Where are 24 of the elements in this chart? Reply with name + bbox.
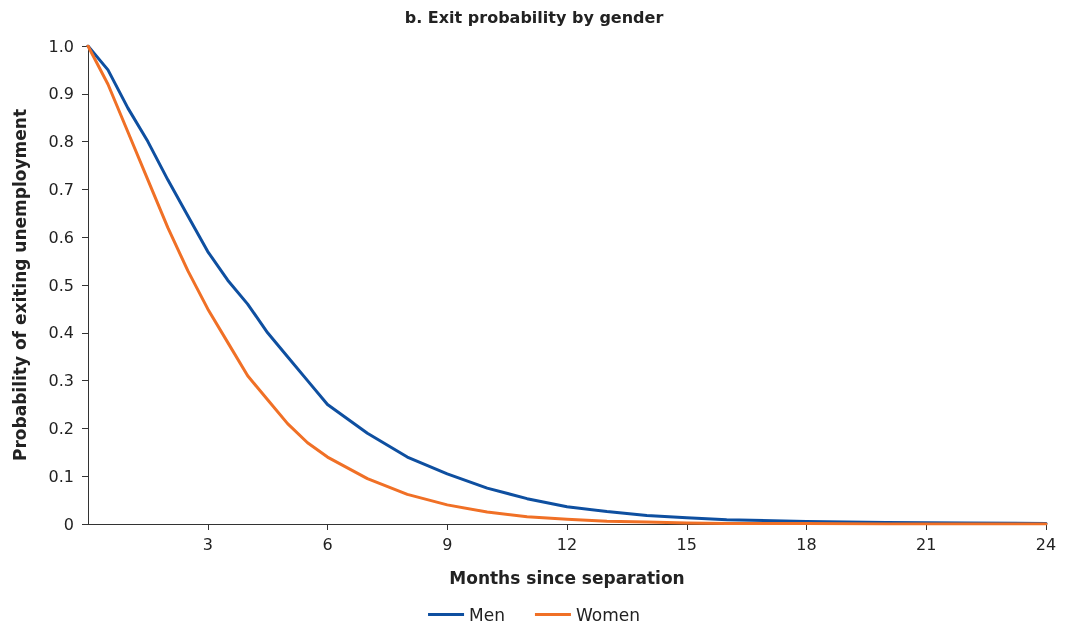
y-tick-label: 0.3 xyxy=(48,371,74,391)
x-tick-label: 21 xyxy=(916,534,937,554)
y-tick-label: 0.8 xyxy=(48,132,74,152)
x-tick-label: 15 xyxy=(676,534,697,554)
y-tick-label: 0.4 xyxy=(48,323,74,343)
x-tick-label: 18 xyxy=(796,534,817,554)
legend-label: Women xyxy=(575,604,640,625)
y-tick-label: 0.2 xyxy=(48,418,74,438)
chart-title: b. Exit probability by gender xyxy=(404,7,664,27)
x-tick-label: 24 xyxy=(1035,534,1057,554)
x-axis-title: Months since separation xyxy=(449,567,685,588)
x-tick-label: 6 xyxy=(322,534,333,554)
y-axis-title: Probability of exiting unemployment xyxy=(9,108,30,462)
y-tick-label: 0 xyxy=(63,514,74,534)
x-tick-label: 12 xyxy=(556,534,578,554)
y-tick-label: 1.0 xyxy=(48,36,74,56)
legend-label: Men xyxy=(469,604,505,625)
y-tick-label: 0.5 xyxy=(48,275,74,295)
x-tick-label: 3 xyxy=(202,534,213,554)
y-tick-label: 0.9 xyxy=(48,84,74,104)
y-tick-label: 0.7 xyxy=(48,179,74,199)
y-tick-label: 0.1 xyxy=(48,466,74,486)
x-tick-label: 9 xyxy=(442,534,453,554)
y-tick-label: 0.6 xyxy=(48,227,74,247)
